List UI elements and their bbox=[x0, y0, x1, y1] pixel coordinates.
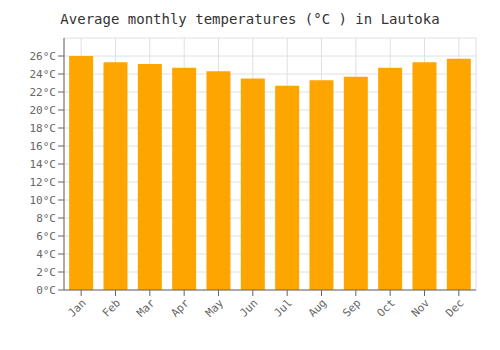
svg-text:Sep: Sep bbox=[340, 296, 363, 319]
svg-text:0°C: 0°C bbox=[36, 284, 56, 297]
svg-text:8°C: 8°C bbox=[36, 212, 56, 225]
svg-text:6°C: 6°C bbox=[36, 230, 56, 243]
svg-text:16°C: 16°C bbox=[30, 140, 57, 153]
svg-text:Mar: Mar bbox=[134, 296, 158, 320]
svg-text:20°C: 20°C bbox=[30, 104, 57, 117]
svg-text:Dec: Dec bbox=[443, 296, 466, 319]
svg-text:12°C: 12°C bbox=[30, 176, 57, 189]
svg-text:18°C: 18°C bbox=[30, 122, 57, 135]
svg-text:Oct: Oct bbox=[375, 296, 398, 319]
svg-text:26°C: 26°C bbox=[30, 50, 57, 63]
svg-text:Aug: Aug bbox=[306, 296, 329, 319]
svg-text:Feb: Feb bbox=[100, 296, 123, 319]
html-text:Average monthly temperatures (: Average monthly temperatures (°C ) in La… bbox=[60, 11, 440, 27]
svg-text:2°C: 2°C bbox=[36, 266, 56, 279]
svg-text:4°C: 4°C bbox=[36, 248, 56, 261]
svg-text:Nov: Nov bbox=[409, 296, 433, 320]
svg-text:Jun: Jun bbox=[237, 296, 260, 319]
svg-text:Jan: Jan bbox=[66, 296, 89, 319]
svg-text:May: May bbox=[203, 296, 227, 320]
svg-text:22°C: 22°C bbox=[30, 86, 57, 99]
svg-text:14°C: 14°C bbox=[30, 158, 57, 171]
svg-text:Apr: Apr bbox=[169, 296, 193, 320]
svg-text:Jul: Jul bbox=[272, 296, 295, 319]
svg-text:10°C: 10°C bbox=[30, 194, 57, 207]
svg-text:24°C: 24°C bbox=[30, 68, 57, 81]
